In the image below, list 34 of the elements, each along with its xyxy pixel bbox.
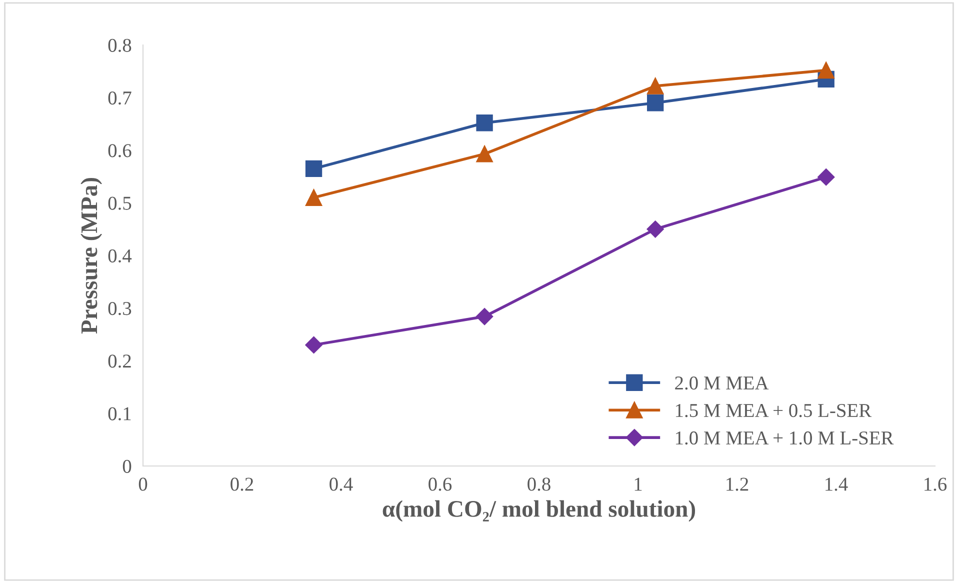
point [818,168,835,186]
x-tick-label: 1.4 [826,478,848,491]
y-tick-label: 0.6 [108,144,132,158]
point [476,146,493,162]
legend-label: 1.5 M MEA + 0.5 L-SER [676,404,872,418]
x-tick-label: 0.2 [230,478,254,491]
y-tick-label: 0.5 [108,196,132,210]
y-tick-label: 0.4 [108,249,132,263]
y-tick-label: 0.7 [108,91,132,105]
legend-label: 2.0 M MEA [675,376,769,390]
x-tick-label: 1 [634,478,642,491]
point [305,336,322,354]
point [646,94,664,112]
point [476,114,493,132]
x-axis-title: α(mol CO₂/ mol blend solution) [382,500,696,522]
point [305,160,322,177]
x-tick-label: 0 [138,478,148,491]
x-tick-label: 1.6 [924,478,947,491]
point [305,189,322,206]
point [476,308,494,326]
point [646,220,664,238]
x-tick-label: 0.8 [528,478,550,491]
point [646,78,664,94]
x-tick-label: 1.2 [726,478,748,491]
y-axis-title: Pressure (MPa) [80,178,102,334]
x-tick-label: 0.6 [428,478,452,491]
y-tick-label: 0.3 [108,302,132,316]
y-tick-label: 0 [122,460,132,473]
y-tick-label: 0.8 [108,38,132,52]
y-tick-label: 0.1 [108,407,131,420]
y-tick-label: 0.2 [108,354,131,368]
x-tick-label: 0.4 [330,478,353,491]
point [818,62,834,79]
legend-label: 1.0 M MEA + 1.0 M L-SER [676,431,894,445]
